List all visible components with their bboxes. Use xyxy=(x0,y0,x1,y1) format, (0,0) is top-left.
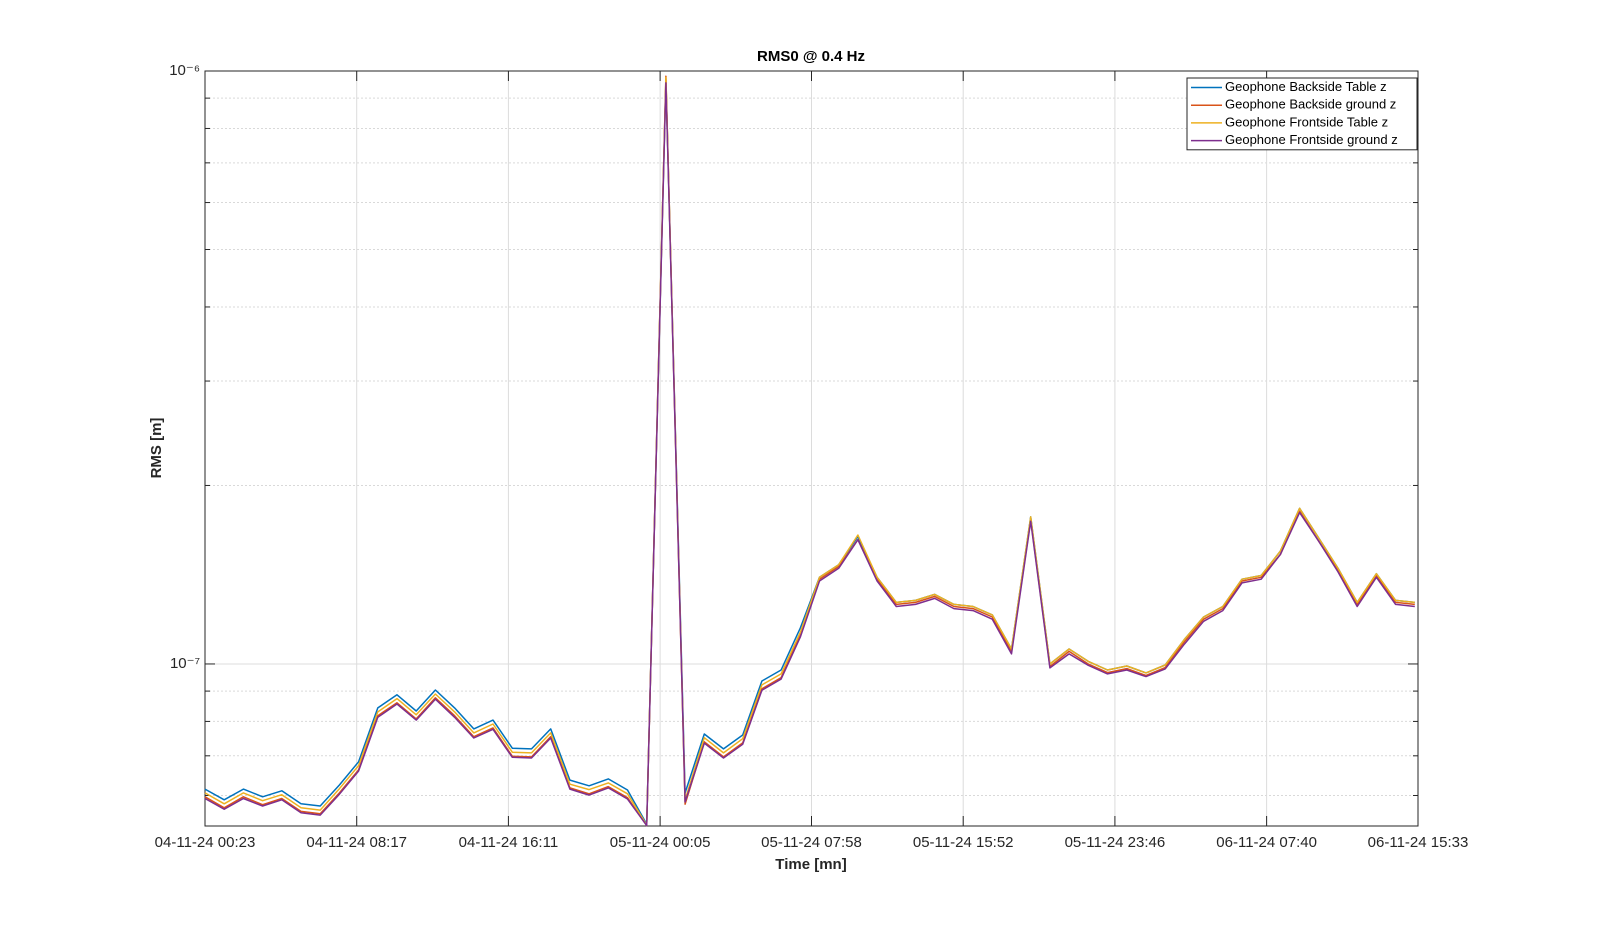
plot-frame xyxy=(204,70,1419,827)
y-tick-label: 10⁻⁶ xyxy=(169,62,200,79)
series-line xyxy=(204,76,1415,826)
legend-label: Geophone Backside ground z xyxy=(1225,97,1396,112)
x-tick-label: 04-11-24 08:17 xyxy=(306,834,407,851)
chart-title: RMS0 @ 0.4 Hz xyxy=(757,48,865,65)
y-tick-label: 10⁻⁷ xyxy=(170,655,200,672)
x-tick-label: 06-11-24 15:33 xyxy=(1368,834,1469,851)
x-tick-label: 05-11-24 23:46 xyxy=(1065,834,1166,851)
x-tick-label: 06-11-24 07:40 xyxy=(1216,834,1317,851)
legend-label: Geophone Frontside ground z xyxy=(1225,132,1398,147)
legend-box xyxy=(1186,77,1418,151)
legend-label: Geophone Frontside Table z xyxy=(1225,114,1388,129)
x-tick-label: 04-11-24 16:11 xyxy=(459,834,559,851)
x-tick-label: 05-11-24 00:05 xyxy=(610,834,711,851)
x-axis-label: Time [mn] xyxy=(775,856,846,873)
legend-label: Geophone Backside Table z xyxy=(1225,79,1387,94)
x-tick-label: 05-11-24 15:52 xyxy=(913,834,1014,851)
x-tick-label: 05-11-24 07:58 xyxy=(761,834,862,851)
x-tick-label: 04-11-24 00:23 xyxy=(155,834,256,851)
y-axis-label: RMS [m] xyxy=(148,418,165,479)
series-line xyxy=(204,82,1415,827)
